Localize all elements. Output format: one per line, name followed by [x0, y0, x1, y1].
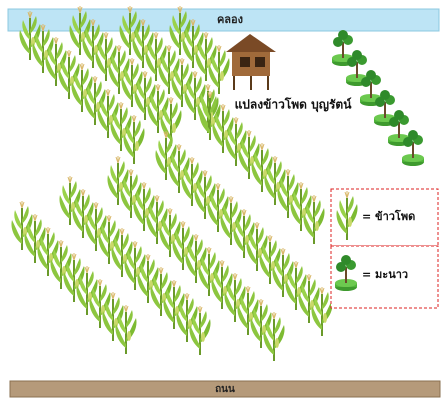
corn-plant: [196, 83, 220, 134]
corn-plant: [114, 304, 138, 355]
corn-plant: [122, 114, 146, 165]
legend-box: [330, 188, 439, 247]
corn-field: [10, 5, 334, 362]
corn-plant: [188, 305, 212, 356]
road-label: ถนน: [215, 384, 235, 395]
plot-label: แปลงข้าวโพด บุญรัตน์: [235, 97, 353, 113]
road: [9, 380, 441, 398]
corn-plant: [207, 44, 231, 95]
corn-plant: [310, 286, 334, 337]
canal: [7, 8, 440, 32]
legend-label: = ข้าวโพด: [362, 209, 415, 223]
legend-label: = มะนาว: [362, 268, 408, 281]
corn-plant: [262, 311, 286, 362]
house: [226, 34, 276, 90]
canal-label: คลอง: [217, 13, 243, 26]
corn-plant: [302, 194, 326, 245]
